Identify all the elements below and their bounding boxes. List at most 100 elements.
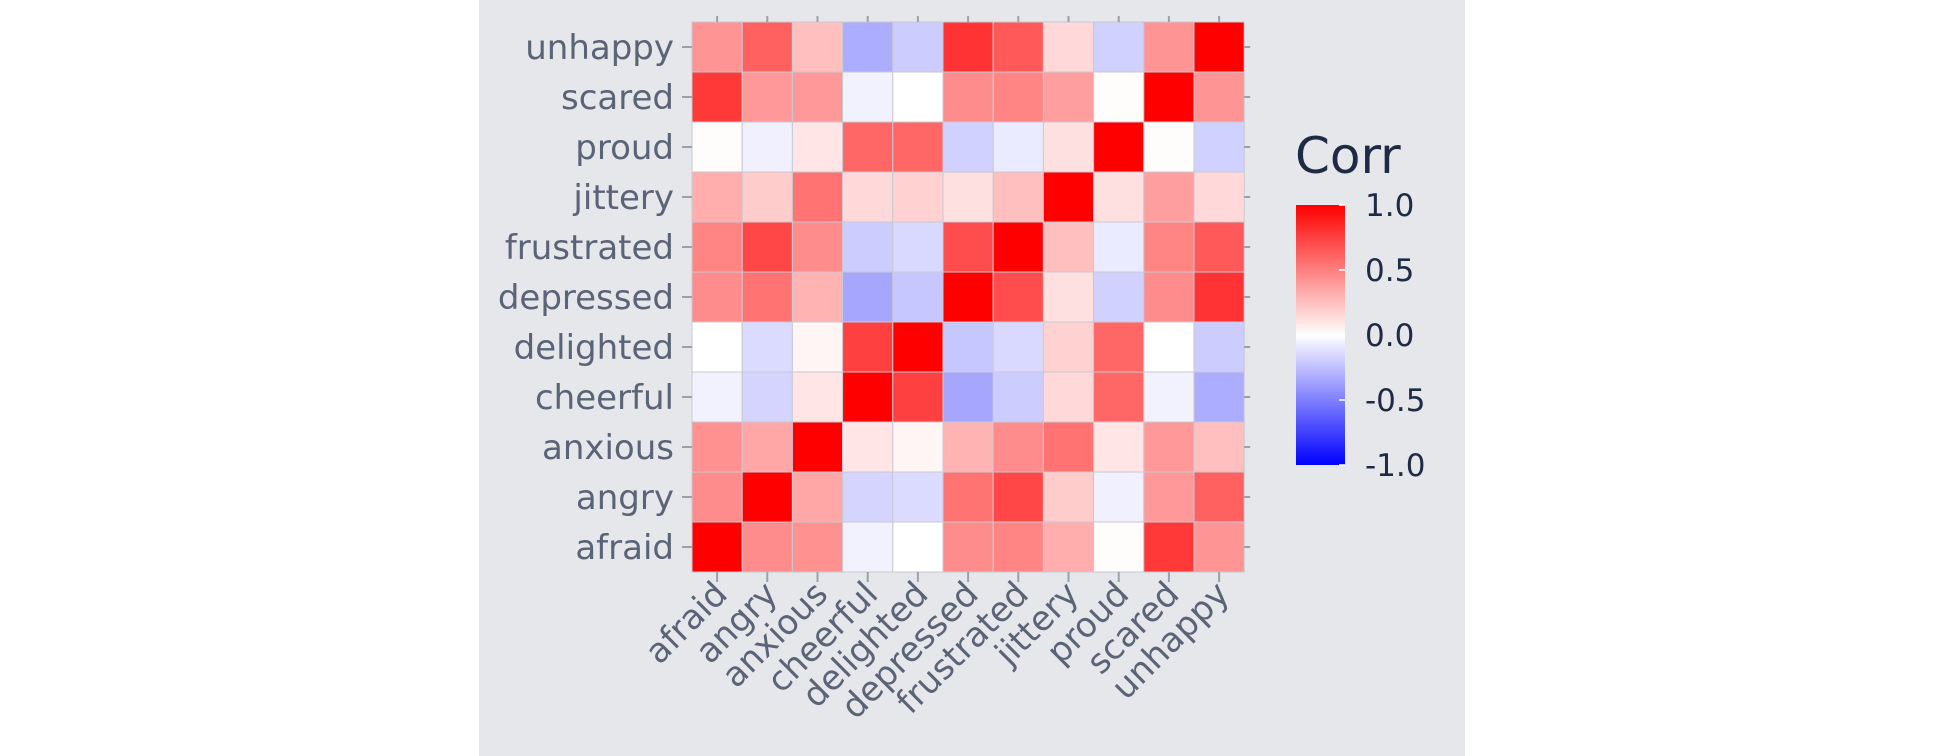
heatmap-cell <box>1042 321 1095 373</box>
heatmap-cell <box>892 471 944 523</box>
heatmap-cell <box>1143 321 1195 373</box>
y-tick-label: scared <box>561 78 674 118</box>
heatmap-cell <box>691 71 743 123</box>
heatmap-cell <box>942 421 994 473</box>
heatmap-cell <box>1193 171 1245 223</box>
heatmap-cell <box>691 471 743 523</box>
heatmap-cell <box>992 171 1044 223</box>
heatmap-cell <box>842 221 894 273</box>
heatmap-cell <box>791 421 844 473</box>
y-tick-label: afraid <box>575 528 674 568</box>
heatmap-cell <box>992 471 1044 523</box>
heatmap-cell <box>1042 71 1095 123</box>
heatmap-cell <box>892 271 944 323</box>
heatmap-cell <box>942 521 994 573</box>
heatmap-cell <box>842 71 894 123</box>
heatmap-cell <box>942 221 994 273</box>
heatmap-cell <box>892 121 944 173</box>
heatmap-cell <box>691 321 743 373</box>
heatmap-cell <box>892 371 944 423</box>
heatmap-cell <box>1193 371 1245 423</box>
heatmap-cell <box>791 21 844 73</box>
heatmap-cell <box>1042 171 1095 223</box>
colorbar-tick-label: 0.0 <box>1365 318 1414 354</box>
heatmap-cell <box>892 171 944 223</box>
heatmap-cell <box>791 371 844 423</box>
heatmap-cell <box>842 121 894 173</box>
heatmap-cell <box>1143 171 1195 223</box>
heatmap-cell <box>1143 21 1195 73</box>
heatmap-cell <box>1193 521 1245 573</box>
heatmap-cell <box>992 371 1044 423</box>
heatmap-cell <box>741 371 793 423</box>
heatmap-cell <box>1143 421 1195 473</box>
heatmap-cell <box>992 21 1044 73</box>
heatmap-cell <box>791 521 844 573</box>
colorbar-ticks: 1.0 0.5 0.0 -0.5 -1.0 <box>1339 188 1426 484</box>
heatmap-cell <box>1093 21 1145 73</box>
heatmap-cell <box>1042 21 1095 73</box>
heatmap-cell <box>791 471 844 523</box>
heatmap-cell <box>741 321 793 373</box>
heatmap-cell <box>791 171 844 223</box>
heatmap-cell <box>942 71 994 123</box>
heatmap-cell <box>741 171 793 223</box>
y-tick-label: cheerful <box>535 378 674 418</box>
colorbar-tick-label: -0.5 <box>1365 383 1426 419</box>
heatmap-cell <box>741 21 793 73</box>
heatmap-cell <box>791 71 844 123</box>
heatmap-cell <box>691 121 743 173</box>
heatmap-cell <box>942 371 994 423</box>
heatmap-cell <box>691 271 743 323</box>
heatmap-cell <box>942 171 994 223</box>
heatmap-cell <box>892 71 944 123</box>
heatmap-cell <box>1093 171 1145 223</box>
heatmap-cell <box>1143 371 1195 423</box>
heatmap-cell <box>1042 521 1095 573</box>
heatmap-cell <box>691 421 743 473</box>
heatmap-cell <box>791 271 844 323</box>
heatmap-cell <box>992 321 1044 373</box>
heatmap-cell <box>1143 271 1195 323</box>
heatmap-cell <box>1042 471 1095 523</box>
heatmap-cell <box>1193 21 1245 73</box>
heatmap-cell <box>842 171 894 223</box>
heatmap-cell <box>992 71 1044 123</box>
heatmap-cell <box>1093 471 1145 523</box>
heatmap-cell <box>691 21 743 73</box>
heatmap-cell <box>842 21 894 73</box>
color-legend: Corr 1.0 0.5 0.0 -0.5 -1.0 <box>1295 127 1426 484</box>
heatmap-cell <box>741 471 793 523</box>
y-tick-label: proud <box>575 128 674 168</box>
heatmap-cell <box>1042 421 1095 473</box>
heatmap-cell <box>842 271 894 323</box>
heatmap-cell <box>942 21 994 73</box>
y-tick-label: angry <box>576 478 674 518</box>
heatmap-cell <box>992 221 1044 273</box>
heatmap-cell <box>1143 521 1195 573</box>
y-tick-label: frustrated <box>505 228 674 268</box>
heatmap-cell <box>1193 421 1245 473</box>
legend-title: Corr <box>1295 127 1401 185</box>
heatmap-cell <box>1093 521 1145 573</box>
heatmap-cell <box>1093 321 1145 373</box>
heatmap-cell <box>842 471 894 523</box>
heatmap-cell <box>1193 321 1245 373</box>
heatmap-cell <box>992 421 1044 473</box>
colorbar-tick-label: 0.5 <box>1365 253 1414 289</box>
heatmap-cell <box>741 121 793 173</box>
heatmap-cell <box>842 371 894 423</box>
heatmap-cell <box>842 321 894 373</box>
correlation-heatmap: unhappy scared proud jittery frustrated depre… <box>498 16 1426 727</box>
heatmap-cell <box>1193 271 1245 323</box>
heatmap-cell <box>942 121 994 173</box>
heatmap-cell <box>1093 371 1145 423</box>
heatmap-cell <box>1193 71 1245 123</box>
heatmap-cell <box>892 21 944 73</box>
heatmap-cell <box>992 271 1044 323</box>
heatmap-cell <box>1193 121 1245 173</box>
y-tick-label: jittery <box>572 178 674 218</box>
heatmap-cell <box>842 421 894 473</box>
heatmap-cell <box>892 221 944 273</box>
heatmap-cell <box>842 521 894 573</box>
